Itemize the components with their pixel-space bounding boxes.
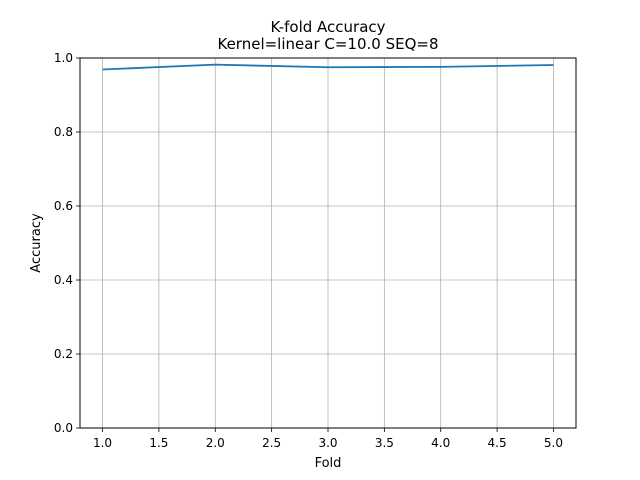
x-tick-label: 3.5 xyxy=(375,436,394,450)
chart-title: K-fold Accuracy xyxy=(270,18,385,36)
series-layer xyxy=(102,63,554,71)
y-tick-label: 0.0 xyxy=(54,421,73,435)
x-tick-label: 4.5 xyxy=(488,436,507,450)
x-axis-ticks: 1.0 1.5 2.0 2.5 3.0 3.5 4.0 4.5 5.0 xyxy=(93,428,563,450)
x-axis-label: Fold xyxy=(315,456,342,471)
y-tick-label: 0.2 xyxy=(54,347,73,361)
x-tick-label: 1.0 xyxy=(93,436,112,450)
y-axis-label: Accuracy xyxy=(29,213,44,273)
x-tick-label: 2.0 xyxy=(206,436,225,450)
x-tick-label: 1.5 xyxy=(149,436,168,450)
x-tick-label: 2.5 xyxy=(262,436,281,450)
y-tick-label: 0.4 xyxy=(54,273,73,287)
chart-subtitle: Kernel=linear C=10.0 SEQ=8 xyxy=(217,35,438,53)
y-tick-label: 0.8 xyxy=(54,125,73,139)
x-tick-label: 5.0 xyxy=(544,436,563,450)
y-axis-ticks: 0.0 0.2 0.4 0.6 0.8 1.0 xyxy=(54,51,80,435)
grid xyxy=(80,57,576,429)
y-tick-label: 1.0 xyxy=(54,51,73,65)
x-tick-label: 3.0 xyxy=(318,436,337,450)
y-tick-label: 0.6 xyxy=(54,199,73,213)
x-tick-label: 4.0 xyxy=(431,436,450,450)
